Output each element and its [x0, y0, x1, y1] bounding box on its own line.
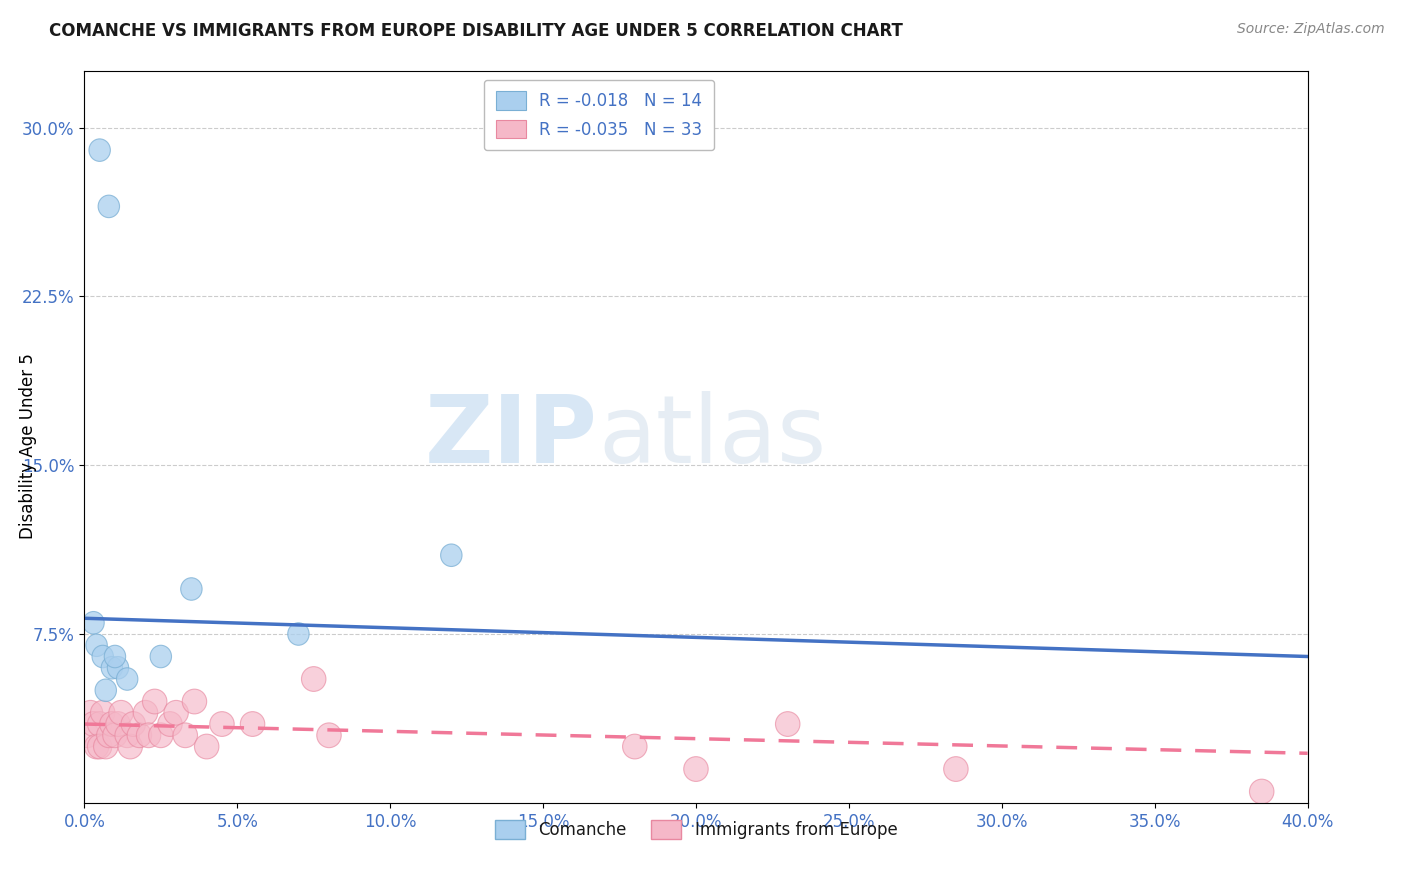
Ellipse shape	[101, 657, 122, 679]
Ellipse shape	[105, 712, 131, 737]
Ellipse shape	[104, 645, 125, 668]
Ellipse shape	[108, 700, 134, 725]
Ellipse shape	[107, 657, 129, 679]
Ellipse shape	[115, 723, 139, 747]
Ellipse shape	[127, 723, 152, 747]
Ellipse shape	[83, 612, 104, 634]
Ellipse shape	[97, 723, 121, 747]
Ellipse shape	[117, 668, 138, 690]
Ellipse shape	[82, 712, 105, 737]
Ellipse shape	[121, 712, 146, 737]
Text: Disability Age Under 5: Disability Age Under 5	[20, 353, 37, 539]
Ellipse shape	[1250, 780, 1274, 804]
Ellipse shape	[98, 195, 120, 218]
Text: COMANCHE VS IMMIGRANTS FROM EUROPE DISABILITY AGE UNDER 5 CORRELATION CHART: COMANCHE VS IMMIGRANTS FROM EUROPE DISAB…	[49, 22, 903, 40]
Ellipse shape	[94, 734, 118, 759]
Ellipse shape	[87, 734, 112, 759]
Ellipse shape	[623, 734, 647, 759]
Ellipse shape	[183, 690, 207, 714]
Text: ZIP: ZIP	[425, 391, 598, 483]
Ellipse shape	[91, 645, 114, 668]
Ellipse shape	[165, 700, 188, 725]
Ellipse shape	[100, 712, 124, 737]
Ellipse shape	[157, 712, 183, 737]
Ellipse shape	[134, 700, 157, 725]
Ellipse shape	[79, 700, 103, 725]
Ellipse shape	[181, 578, 202, 600]
Ellipse shape	[943, 756, 969, 781]
Ellipse shape	[194, 734, 219, 759]
Ellipse shape	[84, 734, 108, 759]
Ellipse shape	[440, 544, 463, 566]
Ellipse shape	[150, 645, 172, 668]
Ellipse shape	[149, 723, 173, 747]
Ellipse shape	[136, 723, 160, 747]
Ellipse shape	[301, 666, 326, 691]
Text: Source: ZipAtlas.com: Source: ZipAtlas.com	[1237, 22, 1385, 37]
Ellipse shape	[89, 139, 110, 161]
Ellipse shape	[173, 723, 197, 747]
Ellipse shape	[118, 734, 142, 759]
Ellipse shape	[103, 723, 127, 747]
Ellipse shape	[96, 679, 117, 701]
Legend: Comanche, Immigrants from Europe: Comanche, Immigrants from Europe	[488, 814, 904, 846]
Ellipse shape	[316, 723, 342, 747]
Ellipse shape	[240, 712, 264, 737]
Ellipse shape	[209, 712, 235, 737]
Ellipse shape	[683, 756, 709, 781]
Ellipse shape	[90, 700, 115, 725]
Text: atlas: atlas	[598, 391, 827, 483]
Ellipse shape	[288, 623, 309, 645]
Ellipse shape	[142, 690, 167, 714]
Ellipse shape	[776, 712, 800, 737]
Ellipse shape	[87, 712, 112, 737]
Ellipse shape	[75, 723, 100, 747]
Ellipse shape	[86, 634, 107, 657]
